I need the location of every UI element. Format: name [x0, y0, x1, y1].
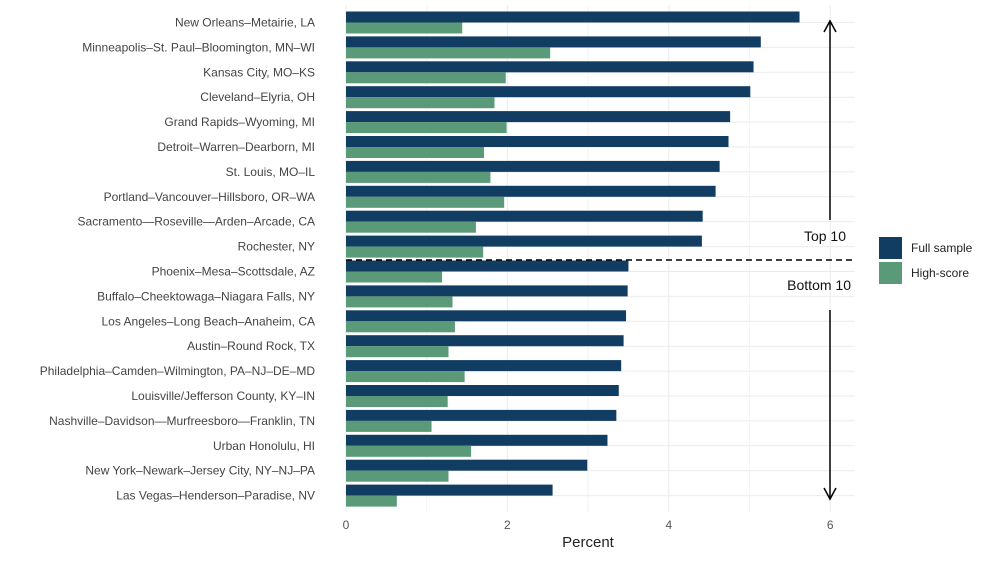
category-label: Phoenix–Mesa–Scottsdale, AZ — [152, 265, 315, 279]
bar-high-score — [346, 296, 453, 308]
category-label: New York–Newark–Jersey City, NY–NJ–PA — [85, 464, 315, 478]
bar-high-score — [346, 22, 463, 34]
bar-full-sample — [346, 111, 731, 123]
bar-full-sample — [346, 136, 729, 147]
bottom-10-label: Bottom 10 — [787, 277, 851, 293]
bar-full-sample — [346, 36, 761, 48]
bar-full-sample — [346, 86, 751, 98]
bar-high-score — [346, 321, 455, 333]
category-labels: New Orleans–Metairie, LA Minneapolis–St. … — [40, 16, 316, 503]
bar-high-score — [346, 346, 449, 358]
bar-full-sample — [346, 459, 588, 471]
bar-full-sample — [346, 335, 624, 347]
x-tick-label: 6 — [827, 518, 834, 532]
legend-swatch-full-sample — [879, 237, 902, 259]
bottom-arrow — [823, 310, 837, 501]
bar-high-score — [346, 470, 449, 482]
x-axis-title: Percent — [562, 534, 615, 551]
bar-high-score — [346, 72, 506, 84]
bar-high-score — [346, 147, 484, 158]
bar-high-score — [346, 271, 443, 283]
category-label: Philadelphia–Camden–Wilmington, PA–NJ–DE… — [40, 364, 316, 378]
category-label: Kansas City, MO–KS — [203, 65, 315, 79]
bar-full-sample — [346, 484, 553, 496]
category-label: Portland–Vancouver–Hillsboro, OR–WA — [104, 190, 315, 204]
category-label: Cleveland–Elyria, OH — [200, 90, 315, 104]
category-label: Urban Honolulu, HI — [213, 439, 315, 453]
bar-full-sample — [346, 310, 627, 322]
bar-high-score — [346, 420, 432, 432]
category-label: Sacramento—Roseville—Arden–Arcade, CA — [78, 215, 315, 229]
legend-label-high-score: High-score — [911, 266, 969, 280]
bar-full-sample — [346, 260, 629, 272]
category-label: Austin–Round Rock, TX — [187, 339, 315, 353]
bar-high-score — [346, 97, 495, 109]
bar-high-score — [346, 371, 465, 383]
bar-full-sample — [346, 210, 703, 222]
legend-label-full-sample: Full sample — [911, 241, 973, 255]
bar-full-sample — [346, 11, 800, 23]
category-label: Grand Rapids–Wyoming, MI — [164, 115, 315, 129]
bar-high-score — [346, 246, 484, 258]
bar-high-score — [346, 47, 551, 59]
legend-swatch-high-score — [879, 262, 902, 284]
bar-high-score — [346, 171, 491, 183]
category-label: Louisville/Jefferson County, KY–IN — [131, 389, 315, 403]
bar-full-sample — [346, 61, 754, 73]
category-label: Los Angeles–Long Beach–Anaheim, CA — [102, 314, 316, 328]
x-tick-label: 2 — [504, 518, 511, 532]
x-tick-labels: 0 2 4 6 — [343, 518, 834, 532]
category-label: St. Louis, MO–IL — [226, 165, 316, 179]
bar-high-score — [346, 122, 507, 134]
bar-full-sample — [346, 185, 716, 197]
bar-full-sample — [346, 285, 628, 297]
legend: Full sample High-score — [879, 237, 973, 284]
bar-full-sample — [346, 385, 619, 396]
top-10-label: Top 10 — [804, 228, 846, 244]
bar-full-sample — [346, 409, 617, 421]
category-label: Minneapolis–St. Paul–Bloomington, MN–WI — [82, 40, 315, 54]
category-label: Las Vegas–Henderson–Paradise, NV — [116, 489, 315, 503]
x-tick-label: 4 — [665, 518, 672, 532]
bar-high-score — [346, 445, 472, 457]
bar-high-score — [346, 396, 448, 407]
category-label: Buffalo–Cheektowaga–Niagara Falls, NY — [97, 289, 315, 303]
bar-high-score — [346, 495, 397, 507]
bar-full-sample — [346, 360, 622, 372]
bar-full-sample — [346, 160, 720, 172]
category-label: Rochester, NY — [238, 240, 315, 254]
bars — [346, 11, 800, 507]
x-tick-label: 0 — [343, 518, 350, 532]
category-label: Detroit–Warren–Dearborn, MI — [157, 140, 315, 154]
bar-full-sample — [346, 235, 702, 247]
category-label: Nashville–Davidson—Murfreesboro—Franklin… — [49, 414, 315, 428]
bar-full-sample — [346, 434, 608, 446]
top-arrow — [823, 19, 837, 220]
category-label: New Orleans–Metairie, LA — [175, 16, 315, 30]
bar-high-score — [346, 196, 505, 208]
bar-high-score — [346, 221, 476, 233]
